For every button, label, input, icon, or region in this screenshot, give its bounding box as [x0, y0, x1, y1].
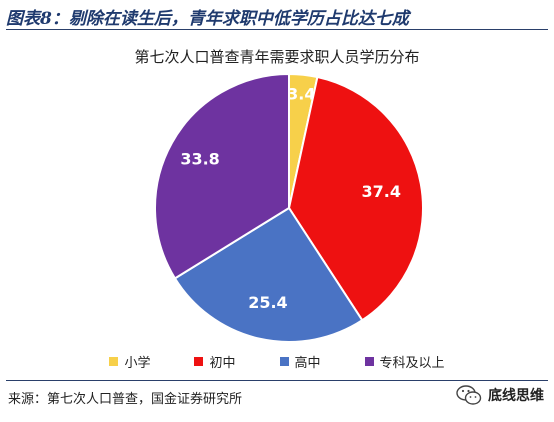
data-label-1: 3.4: [287, 84, 315, 103]
pie-slice-3: [173, 206, 364, 343]
footer-rule: [6, 380, 548, 381]
figure-title: 图表8：剔除在读生后，青年求职中低学历占比达七成: [6, 9, 409, 29]
chart-title: 第七次人口普查青年需要求职人员学历分布: [134, 48, 420, 66]
legend-item-3: 高中: [279, 352, 321, 371]
data-label-2: 37.4: [362, 182, 401, 201]
legend-swatch: [109, 357, 119, 366]
brand-name: 底线思维: [488, 388, 544, 404]
legend-label: 小学: [124, 356, 151, 371]
legend-item-1: 小学: [109, 352, 150, 371]
legend-label: 高中: [294, 356, 321, 371]
legend-label: 专科及以上: [379, 356, 445, 371]
brand-badge: 底线思维: [456, 384, 544, 406]
wechat-icon: [456, 385, 482, 405]
legend-item-2: 初中: [194, 352, 236, 371]
data-label-3: 25.4: [248, 293, 287, 312]
legend-item-4: 专科及以上: [364, 352, 445, 371]
source-note: 来源：第七次人口普查，国金证券研究所: [8, 392, 243, 407]
legend-swatch: [194, 357, 204, 366]
pie-slice-2: [287, 75, 424, 322]
legend-label: 初中: [209, 356, 236, 371]
chart-legend: 小学 初中 高中 专科及以上: [0, 352, 554, 371]
pie-slice-4: [154, 72, 290, 280]
legend-swatch: [279, 357, 289, 366]
title-rule: [6, 29, 548, 30]
legend-swatch: [364, 357, 374, 366]
data-label-4: 33.8: [180, 149, 219, 168]
